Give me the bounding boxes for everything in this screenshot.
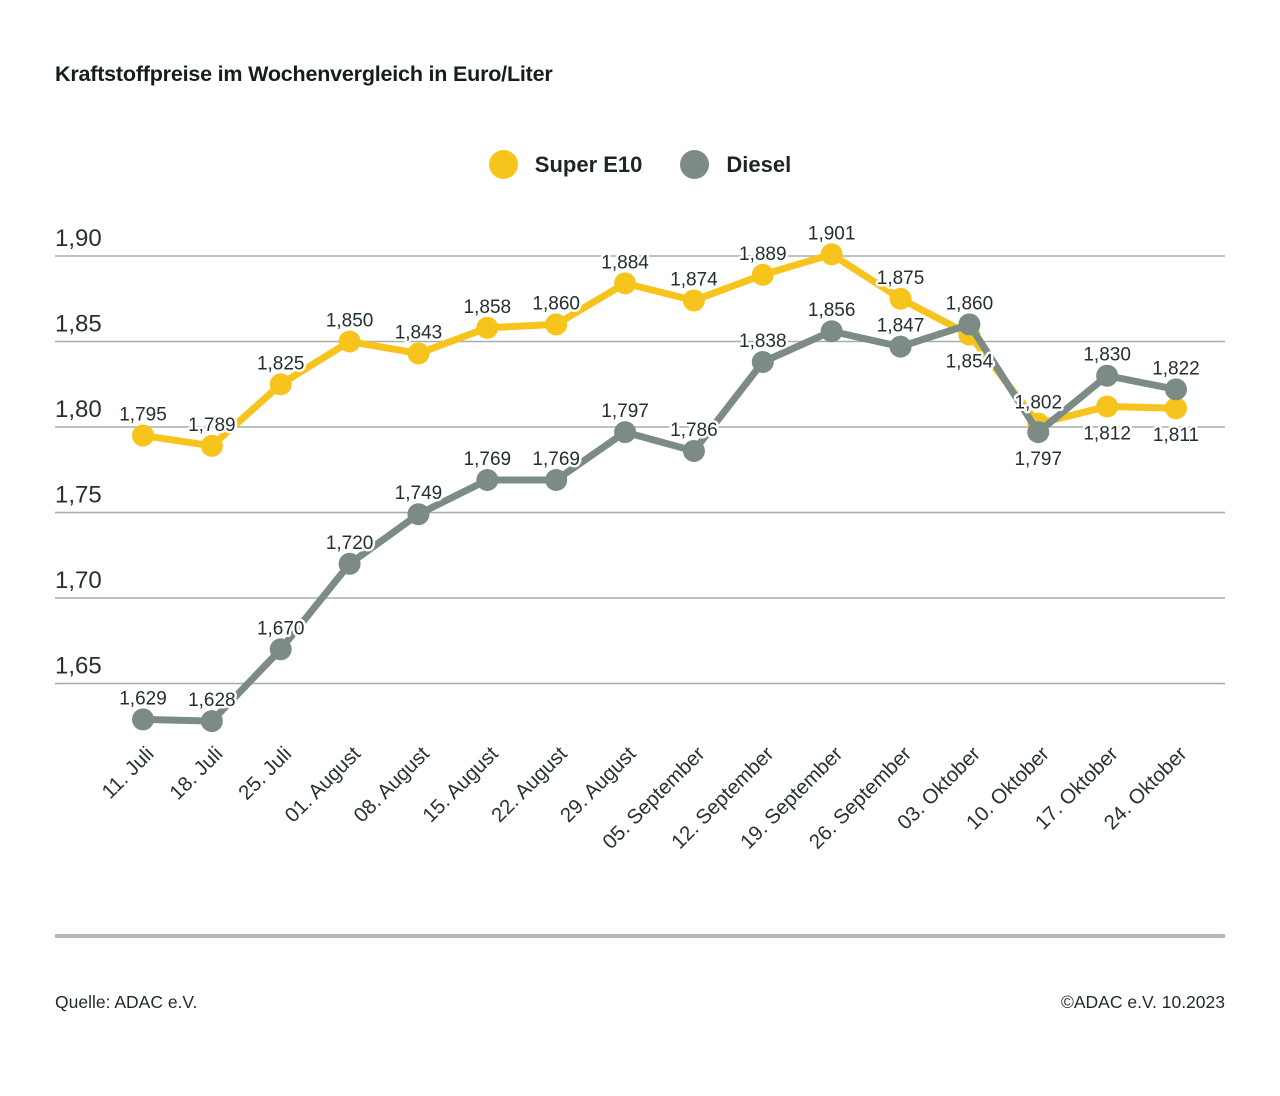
data-point — [338, 552, 361, 575]
data-point — [476, 469, 499, 492]
value-label: 1,769 — [464, 449, 512, 470]
value-label: 1,811 — [1153, 425, 1199, 446]
value-label: 1,901 — [808, 223, 856, 244]
data-point — [1164, 378, 1187, 401]
data-point — [889, 287, 912, 310]
value-label: 1,749 — [395, 483, 443, 504]
value-label: 1,812 — [1083, 423, 1131, 444]
legend-item-super-e10: Super E10 — [488, 150, 643, 179]
value-label: 1,838 — [739, 331, 787, 352]
value-label: 1,860 — [946, 293, 994, 314]
data-point — [269, 373, 292, 396]
y-tick-label: 1,80 — [55, 396, 102, 423]
value-label: 1,822 — [1152, 358, 1200, 379]
value-label: 1,847 — [877, 316, 925, 337]
data-point — [958, 313, 981, 336]
value-label: 1,769 — [532, 449, 580, 470]
legend-item-diesel: Diesel — [680, 150, 791, 179]
value-label: 1,850 — [326, 311, 374, 332]
data-point — [820, 320, 843, 343]
series-diesel — [132, 313, 1187, 733]
value-label: 1,797 — [1014, 449, 1062, 470]
source-note: Quelle: ADAC e.V. — [55, 992, 198, 1012]
value-label: 1,860 — [532, 293, 580, 314]
value-label: 1,802 — [1014, 393, 1062, 414]
value-label: 1,884 — [601, 252, 649, 273]
y-tick-label: 1,65 — [55, 653, 102, 680]
data-point — [889, 335, 912, 358]
value-label: 1,629 — [119, 688, 167, 709]
diesel-swatch-icon — [680, 150, 710, 179]
data-point — [200, 710, 223, 733]
value-label: 1,670 — [257, 618, 305, 639]
data-point — [545, 469, 568, 492]
data-point — [407, 342, 430, 365]
series-line — [139, 320, 1180, 725]
legend-label-super-e10: Super E10 — [534, 151, 643, 177]
data-point — [407, 503, 430, 526]
y-tick-label: 1,85 — [55, 311, 102, 338]
data-point — [1096, 364, 1119, 387]
series-super-e10 — [132, 243, 1187, 457]
value-label: 1,856 — [808, 300, 856, 321]
value-label: 1,889 — [739, 244, 787, 265]
data-point — [338, 330, 361, 353]
value-label: 1,858 — [464, 297, 512, 318]
value-label: 1,789 — [188, 415, 236, 436]
copyright-note: ©ADAC e.V. 10.2023 — [1060, 992, 1225, 1012]
data-point — [545, 313, 568, 336]
y-axis-labels: 1,90 1,85 1,80 1,75 1,70 1,65 — [55, 225, 102, 680]
legend-label-diesel: Diesel — [726, 151, 792, 177]
data-point — [682, 439, 705, 462]
value-label: 1,720 — [326, 533, 374, 554]
value-label: 1,795 — [119, 405, 167, 426]
y-tick-label: 1,70 — [55, 567, 102, 594]
x-tick-label: 25. Juli — [234, 742, 296, 804]
x-tick-label: 11. Juli — [97, 742, 158, 803]
value-label: 1,843 — [395, 322, 443, 343]
value-label: 1,786 — [670, 420, 718, 441]
value-label: 1,825 — [257, 353, 305, 374]
data-point — [132, 424, 154, 447]
legend: Super E10 Diesel — [0, 150, 1280, 179]
y-tick-label: 1,75 — [55, 482, 102, 509]
data-point — [200, 434, 223, 457]
value-label: 1,830 — [1083, 345, 1131, 366]
value-label: 1,854 — [946, 352, 994, 373]
series-line — [139, 250, 1180, 450]
value-label: 1,628 — [188, 690, 236, 711]
data-point — [614, 421, 637, 444]
y-tick-label: 1,90 — [55, 225, 102, 252]
value-label: 1,797 — [601, 401, 649, 422]
super-e10-swatch-icon — [488, 150, 518, 179]
x-tick-label: 18. Juli — [165, 742, 227, 804]
data-point — [614, 272, 637, 295]
value-label: 1,874 — [670, 269, 718, 290]
footer-divider — [55, 934, 1225, 938]
data-point — [1096, 395, 1119, 418]
value-label: 1,875 — [877, 268, 925, 289]
data-point — [1164, 397, 1187, 420]
data-point — [269, 638, 292, 661]
data-point — [476, 316, 499, 339]
data-point — [751, 351, 774, 374]
data-point — [682, 289, 705, 312]
data-point — [1027, 421, 1050, 444]
value-labels: 1,629 1,628 1,670 1,720 1,749 1,769 1,769 1,797… — [117, 291, 1203, 714]
data-point — [751, 263, 774, 286]
data-point — [820, 243, 843, 266]
value-labels: 1,795 1,789 1,825 1,850 1,843 1,858 1,860 1,884… — [117, 221, 1202, 449]
data-point — [132, 708, 154, 731]
chart-title: Kraftstoffpreise im Wochenvergleich in E… — [55, 62, 553, 86]
